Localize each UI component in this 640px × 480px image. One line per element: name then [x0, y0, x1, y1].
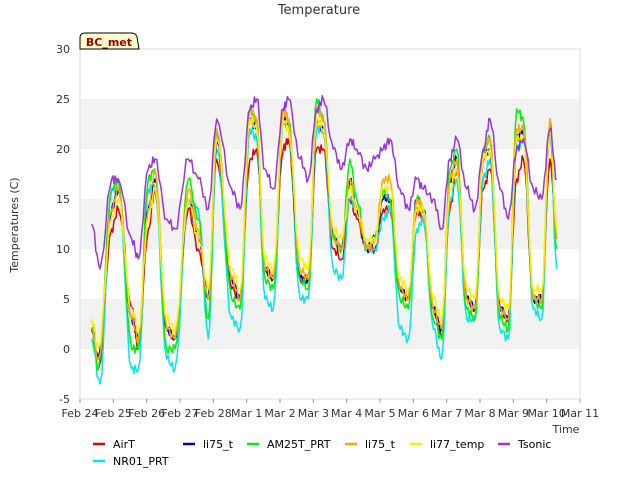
x-tick-label: Feb 25	[95, 407, 132, 420]
legend-label: li77_temp	[430, 438, 484, 451]
x-tick-label: Feb 26	[128, 407, 165, 420]
y-tick-label: 20	[56, 143, 70, 156]
series-line	[91, 95, 558, 270]
legend-label: NR01_PRT	[113, 455, 169, 468]
site-badge-label: BC_met	[86, 36, 132, 49]
x-tick-label: Feb 24	[62, 407, 99, 420]
x-tick-label: Feb 28	[195, 407, 232, 420]
grid-band	[80, 99, 580, 149]
plot-area-border	[79, 48, 581, 400]
x-tick-label: Mar 10	[528, 407, 566, 420]
x-tick-label: Mar 3	[298, 407, 329, 420]
x-tick-label: Mar 8	[464, 407, 495, 420]
x-tick-label: Mar 4	[331, 407, 362, 420]
y-tick-label: -5	[59, 393, 70, 406]
y-axis-label: Temperatures (C)	[8, 177, 21, 273]
y-tick-label: 5	[63, 293, 70, 306]
y-ticks: -5 0 5 10 15 20 25 30	[56, 43, 70, 406]
legend-label: li75_t	[203, 438, 234, 451]
x-tick-label: Mar 1	[231, 407, 262, 420]
series-lines	[90, 95, 558, 385]
series-line	[90, 116, 558, 350]
series-line	[90, 116, 558, 360]
x-axis-label: Time	[552, 423, 580, 436]
legend-label: li75_t	[365, 438, 396, 451]
legend: AirT li75_t AM25T_PRT li75_t li77_temp Tsonic…	[93, 438, 551, 468]
series-line	[90, 118, 558, 385]
legend-label: AM25T_PRT	[267, 438, 331, 451]
y-tick-label: 10	[56, 243, 70, 256]
site-badge-box	[79, 32, 140, 50]
site-badge: BC_met	[79, 32, 140, 50]
y-tick-label: 15	[56, 193, 70, 206]
y-tick-label: 25	[56, 93, 70, 106]
x-tick-label: Feb 27	[162, 407, 199, 420]
legend-label: AirT	[113, 438, 135, 451]
grid-band	[80, 249, 580, 299]
y-tick-label: 0	[63, 343, 70, 356]
x-tick-label: Mar 9	[498, 407, 529, 420]
legend-label: Tsonic	[517, 438, 551, 451]
x-tick-label: Mar 7	[431, 407, 462, 420]
x-tick-label: Mar 2	[264, 407, 295, 420]
x-tick-label: Mar 6	[398, 407, 429, 420]
y-tick-label: 30	[56, 43, 70, 56]
x-tick-label: Mar 5	[364, 407, 395, 420]
chart-title: Temperature	[277, 3, 360, 18]
x-tick-label: Mar 11	[561, 407, 599, 420]
grid-band	[80, 49, 580, 99]
grid-band	[80, 349, 580, 399]
